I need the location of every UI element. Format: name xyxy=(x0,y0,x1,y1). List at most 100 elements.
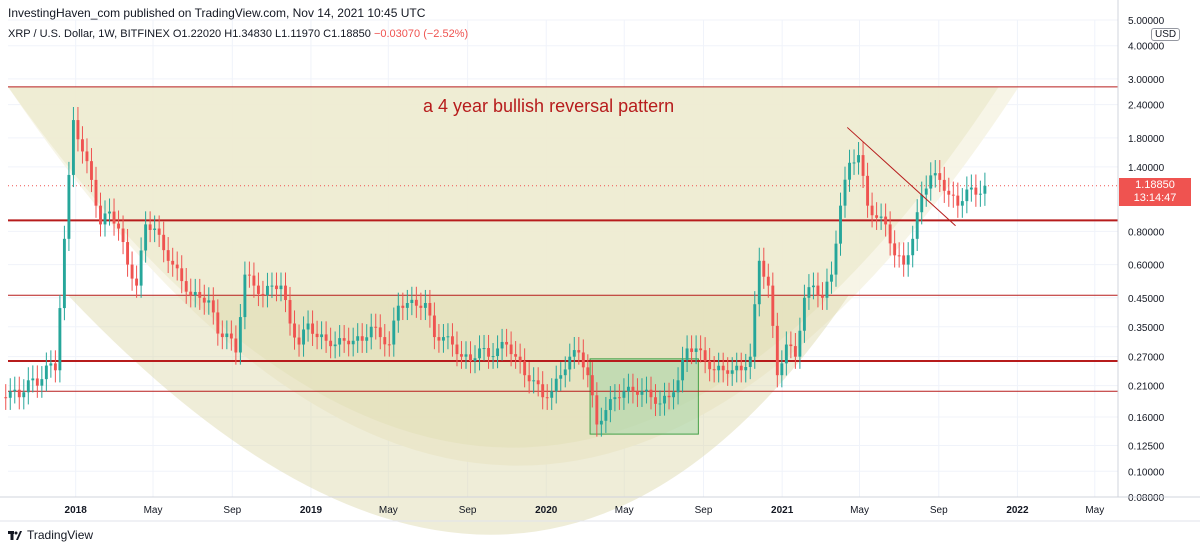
candle-body xyxy=(81,139,84,152)
candle-body xyxy=(852,162,856,164)
candle-body xyxy=(211,300,215,313)
candle-body xyxy=(622,391,626,398)
candle-body xyxy=(708,361,712,370)
candle-body xyxy=(608,399,612,411)
candle-body xyxy=(532,380,536,382)
candle-body xyxy=(563,369,567,376)
candle-body xyxy=(184,281,188,292)
candle-body xyxy=(821,295,824,298)
candle-body xyxy=(315,333,319,338)
candle-body xyxy=(369,326,373,338)
candle-body xyxy=(175,264,179,269)
candle-body xyxy=(432,315,436,338)
candle-body xyxy=(387,344,391,346)
candle-body xyxy=(884,216,888,225)
candle-body xyxy=(744,366,748,371)
y-tick-label: 0.45000 xyxy=(1128,294,1165,305)
candle-body xyxy=(166,250,170,261)
bowl-core xyxy=(68,295,849,535)
candle-body xyxy=(681,359,685,381)
candle-body xyxy=(22,392,26,398)
candle-body xyxy=(848,162,851,180)
y-tick-label: 1.40000 xyxy=(1128,163,1165,174)
candle-body xyxy=(108,211,111,214)
candle-body xyxy=(238,317,242,353)
candle-body xyxy=(67,174,71,239)
candle-body xyxy=(270,285,274,287)
bar-countdown: 13:14:47 xyxy=(1133,192,1177,204)
candle-body xyxy=(654,397,657,404)
candle-body xyxy=(229,333,233,339)
candle-body xyxy=(171,260,175,265)
candle-body xyxy=(99,205,102,225)
ohlc-change: −0.03070 (−2.52%) xyxy=(373,28,469,40)
candle-body xyxy=(392,320,396,345)
candle-body xyxy=(631,386,635,392)
candle-body xyxy=(329,340,333,347)
candle-body xyxy=(762,260,766,277)
candle-body xyxy=(626,386,630,392)
candle-body xyxy=(690,348,694,352)
candle-body xyxy=(338,338,342,345)
candle-body xyxy=(500,341,504,349)
candle-body xyxy=(685,348,689,360)
y-tick-label: 0.12500 xyxy=(1128,442,1165,453)
candle-body xyxy=(383,337,387,345)
candle-body xyxy=(207,300,211,303)
candle-body xyxy=(586,367,590,376)
candle-body xyxy=(753,304,757,357)
candle-body xyxy=(44,365,48,380)
candle-body xyxy=(839,205,842,244)
candle-body xyxy=(915,212,919,239)
candle-body xyxy=(748,356,752,367)
candle-body xyxy=(942,179,946,191)
candle-body xyxy=(482,348,486,350)
candle-body xyxy=(816,285,820,296)
candle-body xyxy=(893,243,897,256)
candle-body xyxy=(333,344,337,347)
candle-body xyxy=(775,325,779,376)
candle-body xyxy=(284,285,287,301)
x-tick-label: May xyxy=(615,505,634,516)
y-tick-label: 0.21000 xyxy=(1128,382,1165,393)
x-tick-label: May xyxy=(379,505,398,516)
candle-body xyxy=(261,293,265,296)
ohlc-close: C1.18850 xyxy=(323,28,371,40)
candle-body xyxy=(843,179,847,206)
candle-body xyxy=(216,312,220,334)
candle-body xyxy=(879,216,883,218)
candle-body xyxy=(649,389,653,398)
candle-body xyxy=(735,365,739,371)
candle-body xyxy=(757,260,761,305)
candle-body xyxy=(144,224,148,251)
candle-body xyxy=(663,395,666,404)
tradingview-logo[interactable]: TradingView xyxy=(8,528,93,542)
candle-body xyxy=(947,190,951,195)
currency-button[interactable]: USD xyxy=(1151,28,1181,41)
candle-body xyxy=(487,348,490,357)
candle-body xyxy=(446,336,450,338)
candle-body xyxy=(645,389,648,392)
candle-body xyxy=(784,344,788,364)
publisher-line: InvestingHaven_com published on TradingV… xyxy=(8,6,426,20)
candle-body xyxy=(455,344,459,355)
candle-body xyxy=(356,336,360,341)
candle-body xyxy=(527,375,531,382)
candle-body xyxy=(965,189,969,202)
tradingview-logo-icon xyxy=(8,531,22,540)
candle-body xyxy=(834,243,838,275)
candle-body xyxy=(198,291,202,298)
candle-body xyxy=(441,337,445,341)
y-tick-label: 5.00000 xyxy=(1128,16,1165,27)
x-tick-label: May xyxy=(144,505,163,516)
candle-body xyxy=(703,350,707,362)
candle-body xyxy=(451,336,454,345)
candle-body xyxy=(17,389,21,398)
candle-body xyxy=(347,340,351,345)
candle-body xyxy=(509,344,513,355)
pattern-annotation: a 4 year bullish reversal pattern xyxy=(423,96,675,116)
candle-body xyxy=(726,370,730,374)
candle-body xyxy=(202,297,206,303)
candle-body xyxy=(306,323,310,330)
